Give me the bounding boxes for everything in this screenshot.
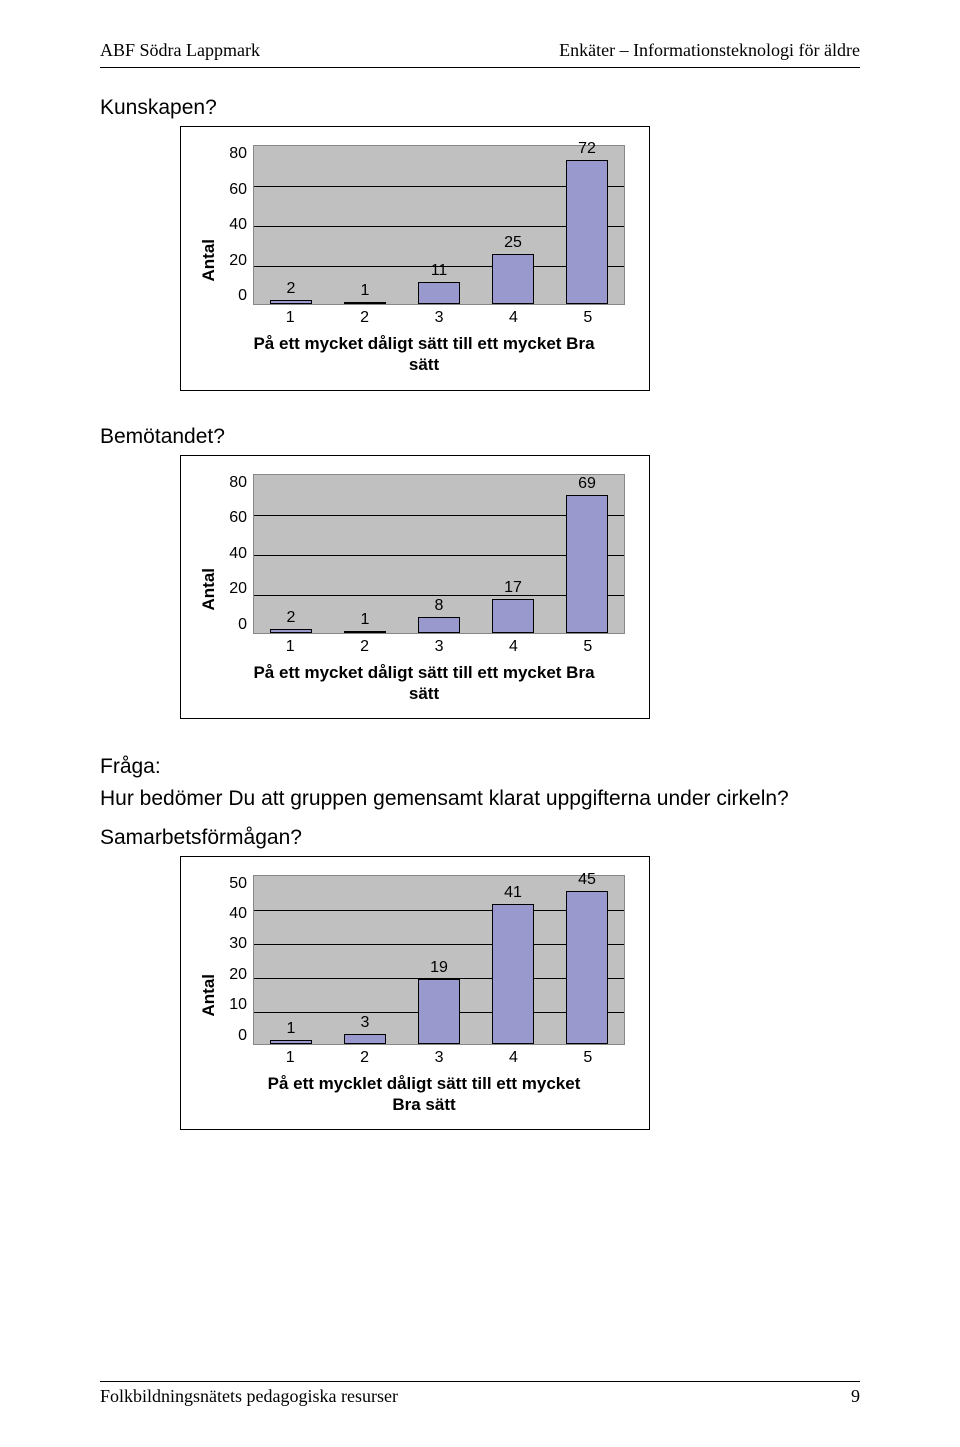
x-tick: 3 bbox=[402, 638, 476, 656]
bar bbox=[492, 599, 533, 633]
bar bbox=[418, 617, 459, 633]
question-text: Hur bedömer Du att gruppen gemensamt kla… bbox=[100, 785, 860, 813]
y-tick: 60 bbox=[229, 509, 247, 527]
bar bbox=[566, 891, 607, 1044]
y-tick: 20 bbox=[229, 580, 247, 598]
bar bbox=[566, 495, 607, 633]
y-tick: 50 bbox=[229, 875, 247, 893]
x-tick: 5 bbox=[551, 309, 625, 327]
bar bbox=[566, 160, 607, 304]
y-tick: 10 bbox=[229, 996, 247, 1014]
y-tick: 80 bbox=[229, 474, 247, 492]
y-tick: 40 bbox=[229, 216, 247, 234]
bar bbox=[344, 631, 385, 633]
chart-2: Antal504030201001319414512345På ett myck… bbox=[180, 856, 650, 1131]
bar-value-label: 19 bbox=[430, 959, 448, 977]
chart-0: Antal8060402002111257212345På ett mycket… bbox=[180, 126, 650, 391]
y-tick: 0 bbox=[238, 616, 247, 634]
x-tick: 1 bbox=[253, 638, 327, 656]
x-tick: 2 bbox=[327, 638, 401, 656]
bar-value-label: 2 bbox=[287, 609, 296, 627]
bar-value-label: 72 bbox=[578, 140, 596, 158]
y-axis-label: Antal bbox=[195, 239, 223, 282]
bar bbox=[344, 1034, 385, 1044]
x-tick: 1 bbox=[253, 309, 327, 327]
x-tick: 1 bbox=[253, 1049, 327, 1067]
bar-value-label: 1 bbox=[361, 282, 370, 300]
y-tick: 30 bbox=[229, 935, 247, 953]
bar bbox=[270, 300, 311, 304]
x-axis-caption: På ett mycklet dåligt sätt till ett myck… bbox=[223, 1073, 625, 1116]
page-footer: Folkbildningsnätets pedagogiska resurser… bbox=[100, 1381, 860, 1407]
y-tick: 20 bbox=[229, 966, 247, 984]
x-tick: 5 bbox=[551, 1049, 625, 1067]
bar-value-label: 11 bbox=[431, 262, 448, 280]
bar-value-label: 3 bbox=[361, 1014, 370, 1032]
footer-left: Folkbildningsnätets pedagogiska resurser bbox=[100, 1386, 398, 1407]
footer-rule bbox=[100, 1381, 860, 1382]
x-axis-caption: På ett mycket dåligt sätt till ett mycke… bbox=[223, 662, 625, 705]
section-title-0: Kunskapen? bbox=[100, 96, 860, 120]
y-tick: 80 bbox=[229, 145, 247, 163]
x-tick: 2 bbox=[327, 1049, 401, 1067]
x-tick: 3 bbox=[402, 309, 476, 327]
header-right: Enkäter – Informationsteknologi för äldr… bbox=[559, 40, 860, 61]
bar-value-label: 69 bbox=[578, 475, 596, 493]
y-tick: 40 bbox=[229, 545, 247, 563]
bar bbox=[492, 254, 533, 304]
bar-value-label: 45 bbox=[578, 871, 596, 889]
x-tick: 4 bbox=[476, 309, 550, 327]
y-tick: 60 bbox=[229, 181, 247, 199]
bar bbox=[492, 904, 533, 1043]
y-axis-label: Antal bbox=[195, 568, 223, 611]
bar-value-label: 25 bbox=[504, 234, 522, 252]
x-tick: 4 bbox=[476, 1049, 550, 1067]
bar-value-label: 2 bbox=[287, 280, 296, 298]
bar-value-label: 1 bbox=[361, 611, 370, 629]
section-title-1: Bemötandet? bbox=[100, 425, 860, 449]
bar-value-label: 1 bbox=[287, 1020, 296, 1038]
bar-value-label: 41 bbox=[504, 884, 522, 902]
bar-value-label: 17 bbox=[504, 579, 522, 597]
x-tick: 3 bbox=[402, 1049, 476, 1067]
x-tick: 4 bbox=[476, 638, 550, 656]
y-tick: 0 bbox=[238, 1027, 247, 1045]
x-tick: 2 bbox=[327, 309, 401, 327]
header-left: ABF Södra Lappmark bbox=[100, 40, 260, 61]
header-rule bbox=[100, 67, 860, 68]
bar bbox=[270, 629, 311, 633]
page-header: ABF Södra Lappmark Enkäter – Information… bbox=[100, 40, 860, 67]
y-tick: 20 bbox=[229, 252, 247, 270]
chart-1: Antal806040200218176912345På ett mycket … bbox=[180, 455, 650, 720]
bar bbox=[344, 302, 385, 304]
y-tick: 40 bbox=[229, 905, 247, 923]
footer-right: 9 bbox=[851, 1386, 860, 1407]
y-axis-label: Antal bbox=[195, 974, 223, 1017]
y-tick: 0 bbox=[238, 287, 247, 305]
bar-value-label: 8 bbox=[435, 597, 444, 615]
bar bbox=[418, 282, 459, 304]
x-tick: 5 bbox=[551, 638, 625, 656]
question-label: Fråga: bbox=[100, 753, 860, 781]
x-axis-caption: På ett mycket dåligt sätt till ett mycke… bbox=[223, 333, 625, 376]
bar bbox=[270, 1040, 311, 1043]
bar bbox=[418, 979, 459, 1044]
section-title-2: Samarbetsförmågan? bbox=[100, 826, 860, 850]
